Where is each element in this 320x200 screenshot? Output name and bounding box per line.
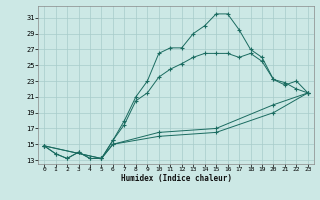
X-axis label: Humidex (Indice chaleur): Humidex (Indice chaleur) — [121, 174, 231, 183]
